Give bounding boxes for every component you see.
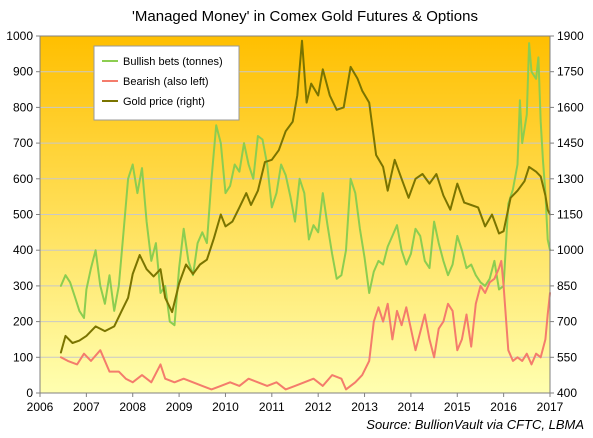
axes: 0 100 200 300 400 500 600 700 800 900 1000 400 550 70… <box>6 29 584 414</box>
y-left-tick-label: 900 <box>13 65 33 79</box>
x-tick-label: 2017 <box>537 400 564 414</box>
y-right-tick-label: 1300 <box>557 172 584 186</box>
y-left-tick-label: 600 <box>13 172 33 186</box>
y-left-tick-label: 500 <box>13 208 33 222</box>
y-right-tick-label: 700 <box>557 315 577 329</box>
y-left-tick-label: 200 <box>13 315 33 329</box>
y-right-tick-label: 1000 <box>557 243 584 257</box>
legend: Bullish bets (tonnes) Bearish (also left)… <box>93 45 240 121</box>
series-layer <box>59 39 551 391</box>
x-tick-label: 2011 <box>259 400 285 414</box>
y-right-tick-label: 1150 <box>557 208 583 222</box>
x-tick-label: 2008 <box>119 400 146 414</box>
legend-label: Bearish (also left) <box>123 76 209 88</box>
x-tick-label: 2013 <box>351 400 378 414</box>
series-line-bullish-bets-tonnes <box>59 42 551 327</box>
legend-label: Gold price (right) <box>123 96 205 108</box>
y-left-tick-label: 400 <box>13 243 33 257</box>
y-right-tick-label: 550 <box>557 350 577 364</box>
y-right-tick-label: 1750 <box>557 65 584 79</box>
legend-box <box>93 45 240 121</box>
y-left-tick-label: 0 <box>26 386 33 400</box>
series-line-bearish-also-left <box>59 259 551 391</box>
y-left-tick-label: 300 <box>13 279 33 293</box>
y-left-tick-label: 700 <box>13 136 33 150</box>
legend-label: Bullish bets (tonnes) <box>123 56 223 68</box>
y-right-tick-label: 1900 <box>557 29 584 43</box>
x-tick-label: 2009 <box>166 400 193 414</box>
x-tick-label: 2016 <box>490 400 517 414</box>
y-left-tick-label: 100 <box>13 350 33 364</box>
y-right-tick-label: 400 <box>557 386 577 400</box>
x-tick-label: 2012 <box>305 400 332 414</box>
x-tick-label: 2015 <box>444 400 471 414</box>
x-tick-label: 2014 <box>398 400 425 414</box>
y-right-tick-label: 850 <box>557 279 577 293</box>
source-note: Source: BullionVault via CFTC, LBMA <box>366 417 584 432</box>
y-left-tick-label: 1000 <box>6 29 33 43</box>
x-tick-label: 2006 <box>27 400 54 414</box>
chart-title: 'Managed Money' in Comex Gold Futures & … <box>132 8 478 25</box>
y-right-tick-label: 1600 <box>557 100 584 114</box>
x-tick-label: 2010 <box>212 400 239 414</box>
y-right-tick-label: 1450 <box>557 136 584 150</box>
x-tick-label: 2007 <box>73 400 100 414</box>
y-left-tick-label: 800 <box>13 100 33 114</box>
series-line-gold-price-right <box>59 39 551 354</box>
